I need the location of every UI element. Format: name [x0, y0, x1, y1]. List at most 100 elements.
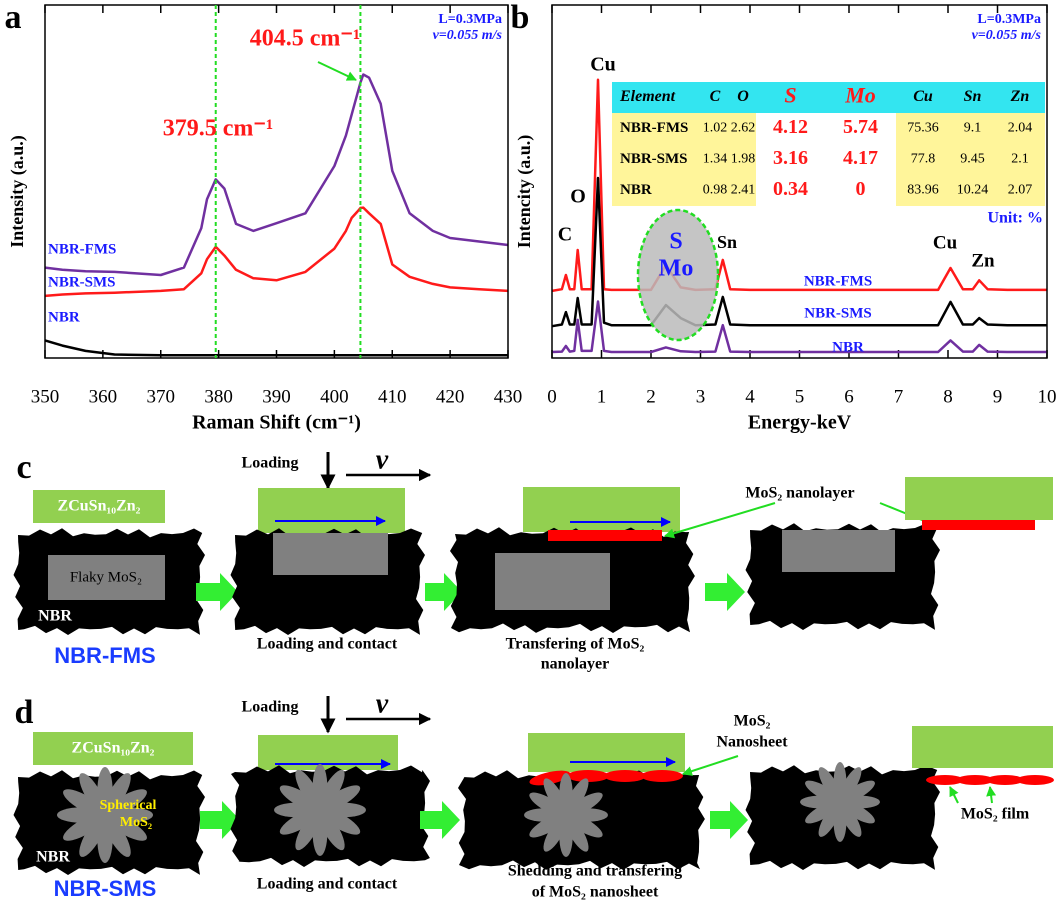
peak-label: S [669, 229, 682, 255]
table-cell: 2.07 [1008, 183, 1033, 198]
x-tick-label: 0 [547, 386, 557, 407]
table-cell: 9.45 [960, 152, 985, 167]
table-header: S [784, 83, 796, 108]
step-caption: Shedding and transfering [508, 863, 682, 880]
sample-label: NBR-SMS [54, 876, 157, 901]
table-cell: 3.16 [773, 147, 808, 169]
counterface [905, 477, 1053, 520]
y-axis-label: Intencity (a.u.) [514, 135, 535, 249]
peak-label: Sn [717, 232, 737, 252]
mos2-nanosheet [641, 770, 683, 782]
sample-label: NBR-FMS [54, 643, 155, 668]
condition: L=0.3MPa [438, 12, 502, 27]
step-caption: of MoS₂ nanosheet [532, 884, 659, 901]
step-caption: nanolayer [541, 656, 609, 673]
table-cell: 0.34 [773, 178, 808, 200]
table-cell: 1.34 [703, 152, 728, 167]
table-cell: NBR-SMS [620, 151, 688, 167]
counterface [528, 733, 685, 772]
step-arrow [705, 573, 745, 611]
filler-label: Flaky MoS₂ [70, 569, 142, 585]
counterface [912, 726, 1053, 768]
peak-label: Cu [590, 54, 616, 76]
x-tick-label: 390 [262, 386, 291, 407]
filler-label: Spherical [100, 798, 157, 813]
product-label: MoS₂ [734, 713, 771, 730]
flaky-mos2 [495, 553, 610, 610]
step-arrow [196, 573, 238, 611]
velocity-label: v [376, 444, 389, 475]
mos2-film [1016, 775, 1054, 785]
x-tick-label: 350 [31, 386, 60, 407]
step-caption: Loading and contact [257, 636, 398, 653]
x-tick-label: 380 [204, 386, 233, 407]
product-label: MoS₂ nanolayer [745, 485, 854, 502]
table-header: Mo [844, 83, 876, 108]
table-unit: Unit: % [987, 210, 1043, 227]
pointer-arrow [990, 787, 992, 803]
step-arrow [710, 801, 748, 839]
x-tick-label: 8 [943, 386, 953, 407]
loading-label: Loading [242, 455, 299, 472]
figure: a350360370380390400410420430Raman Shift … [0, 0, 1063, 904]
filler-label: MoS₂ [120, 815, 152, 830]
table-cell: 77.8 [911, 152, 936, 167]
annotation-arrow [318, 62, 356, 80]
product-label: Nanosheet [716, 734, 788, 751]
flaky-mos2 [782, 530, 895, 572]
step-caption: Transfering of MoS₂ [506, 636, 645, 653]
table-cell: 1.02 [703, 121, 728, 136]
mos2-core [551, 800, 580, 829]
table-cell: NBR [620, 182, 652, 198]
table-cell: 9.1 [964, 121, 982, 136]
x-tick-label: 7 [894, 386, 904, 407]
table-header: Cu [913, 88, 933, 105]
series-label: NBR-SMS [48, 274, 116, 290]
condition: v=0.055 m/s [972, 28, 1042, 43]
condition: v=0.055 m/s [433, 28, 503, 43]
table-header: Sn [964, 88, 982, 105]
x-tick-label: 400 [320, 386, 349, 407]
table-cell: 2.1 [1011, 152, 1029, 167]
peak-label: Zn [971, 250, 995, 271]
condition: L=0.3MPa [977, 12, 1041, 27]
table-cell: 83.96 [907, 183, 939, 198]
peak-label: O [570, 186, 586, 208]
series-label: NBR-FMS [48, 241, 116, 257]
table-cell: 4.17 [843, 147, 878, 169]
x-tick-label: 370 [147, 386, 176, 407]
mos2-nanolayer [548, 530, 662, 541]
panel-label: a [5, 0, 22, 36]
peak-label: Cu [933, 232, 958, 253]
panel-label: d [15, 694, 34, 731]
velocity-label: v [376, 688, 389, 719]
spectrum-line [552, 302, 1047, 353]
panel-label: c [16, 449, 31, 486]
pointer-arrow [950, 787, 958, 803]
peak-label: C [558, 224, 572, 246]
table-cell: 75.36 [907, 121, 939, 136]
x-tick-label: 420 [436, 386, 465, 407]
matrix-label: NBR [36, 849, 70, 866]
counterface [523, 487, 680, 532]
table-cell: 10.24 [957, 183, 989, 198]
series-label: NBR [832, 339, 864, 355]
series-label: NBR-SMS [804, 305, 872, 321]
matrix-label: NBR [38, 608, 72, 625]
x-tick-label: 360 [89, 386, 118, 407]
table-cell: 2.62 [731, 121, 756, 136]
product-label: MoS₂ film [961, 806, 1030, 823]
x-tick-label: 3 [696, 386, 706, 407]
table-cell: 4.12 [773, 116, 808, 138]
mos2-core [826, 788, 854, 816]
flaky-mos2 [273, 533, 388, 575]
peak-annotation: 379.5 cm⁻¹ [163, 116, 274, 142]
table-cell: 1.98 [731, 152, 756, 167]
x-tick-label: 10 [1038, 386, 1057, 407]
x-tick-label: 410 [378, 386, 407, 407]
series-label: NBR-FMS [804, 273, 872, 289]
x-tick-label: 430 [494, 386, 523, 407]
x-tick-label: 6 [844, 386, 854, 407]
table-header: C [710, 88, 721, 105]
counterface-label: ZCuSn₁₀Zn₂ [58, 498, 141, 515]
